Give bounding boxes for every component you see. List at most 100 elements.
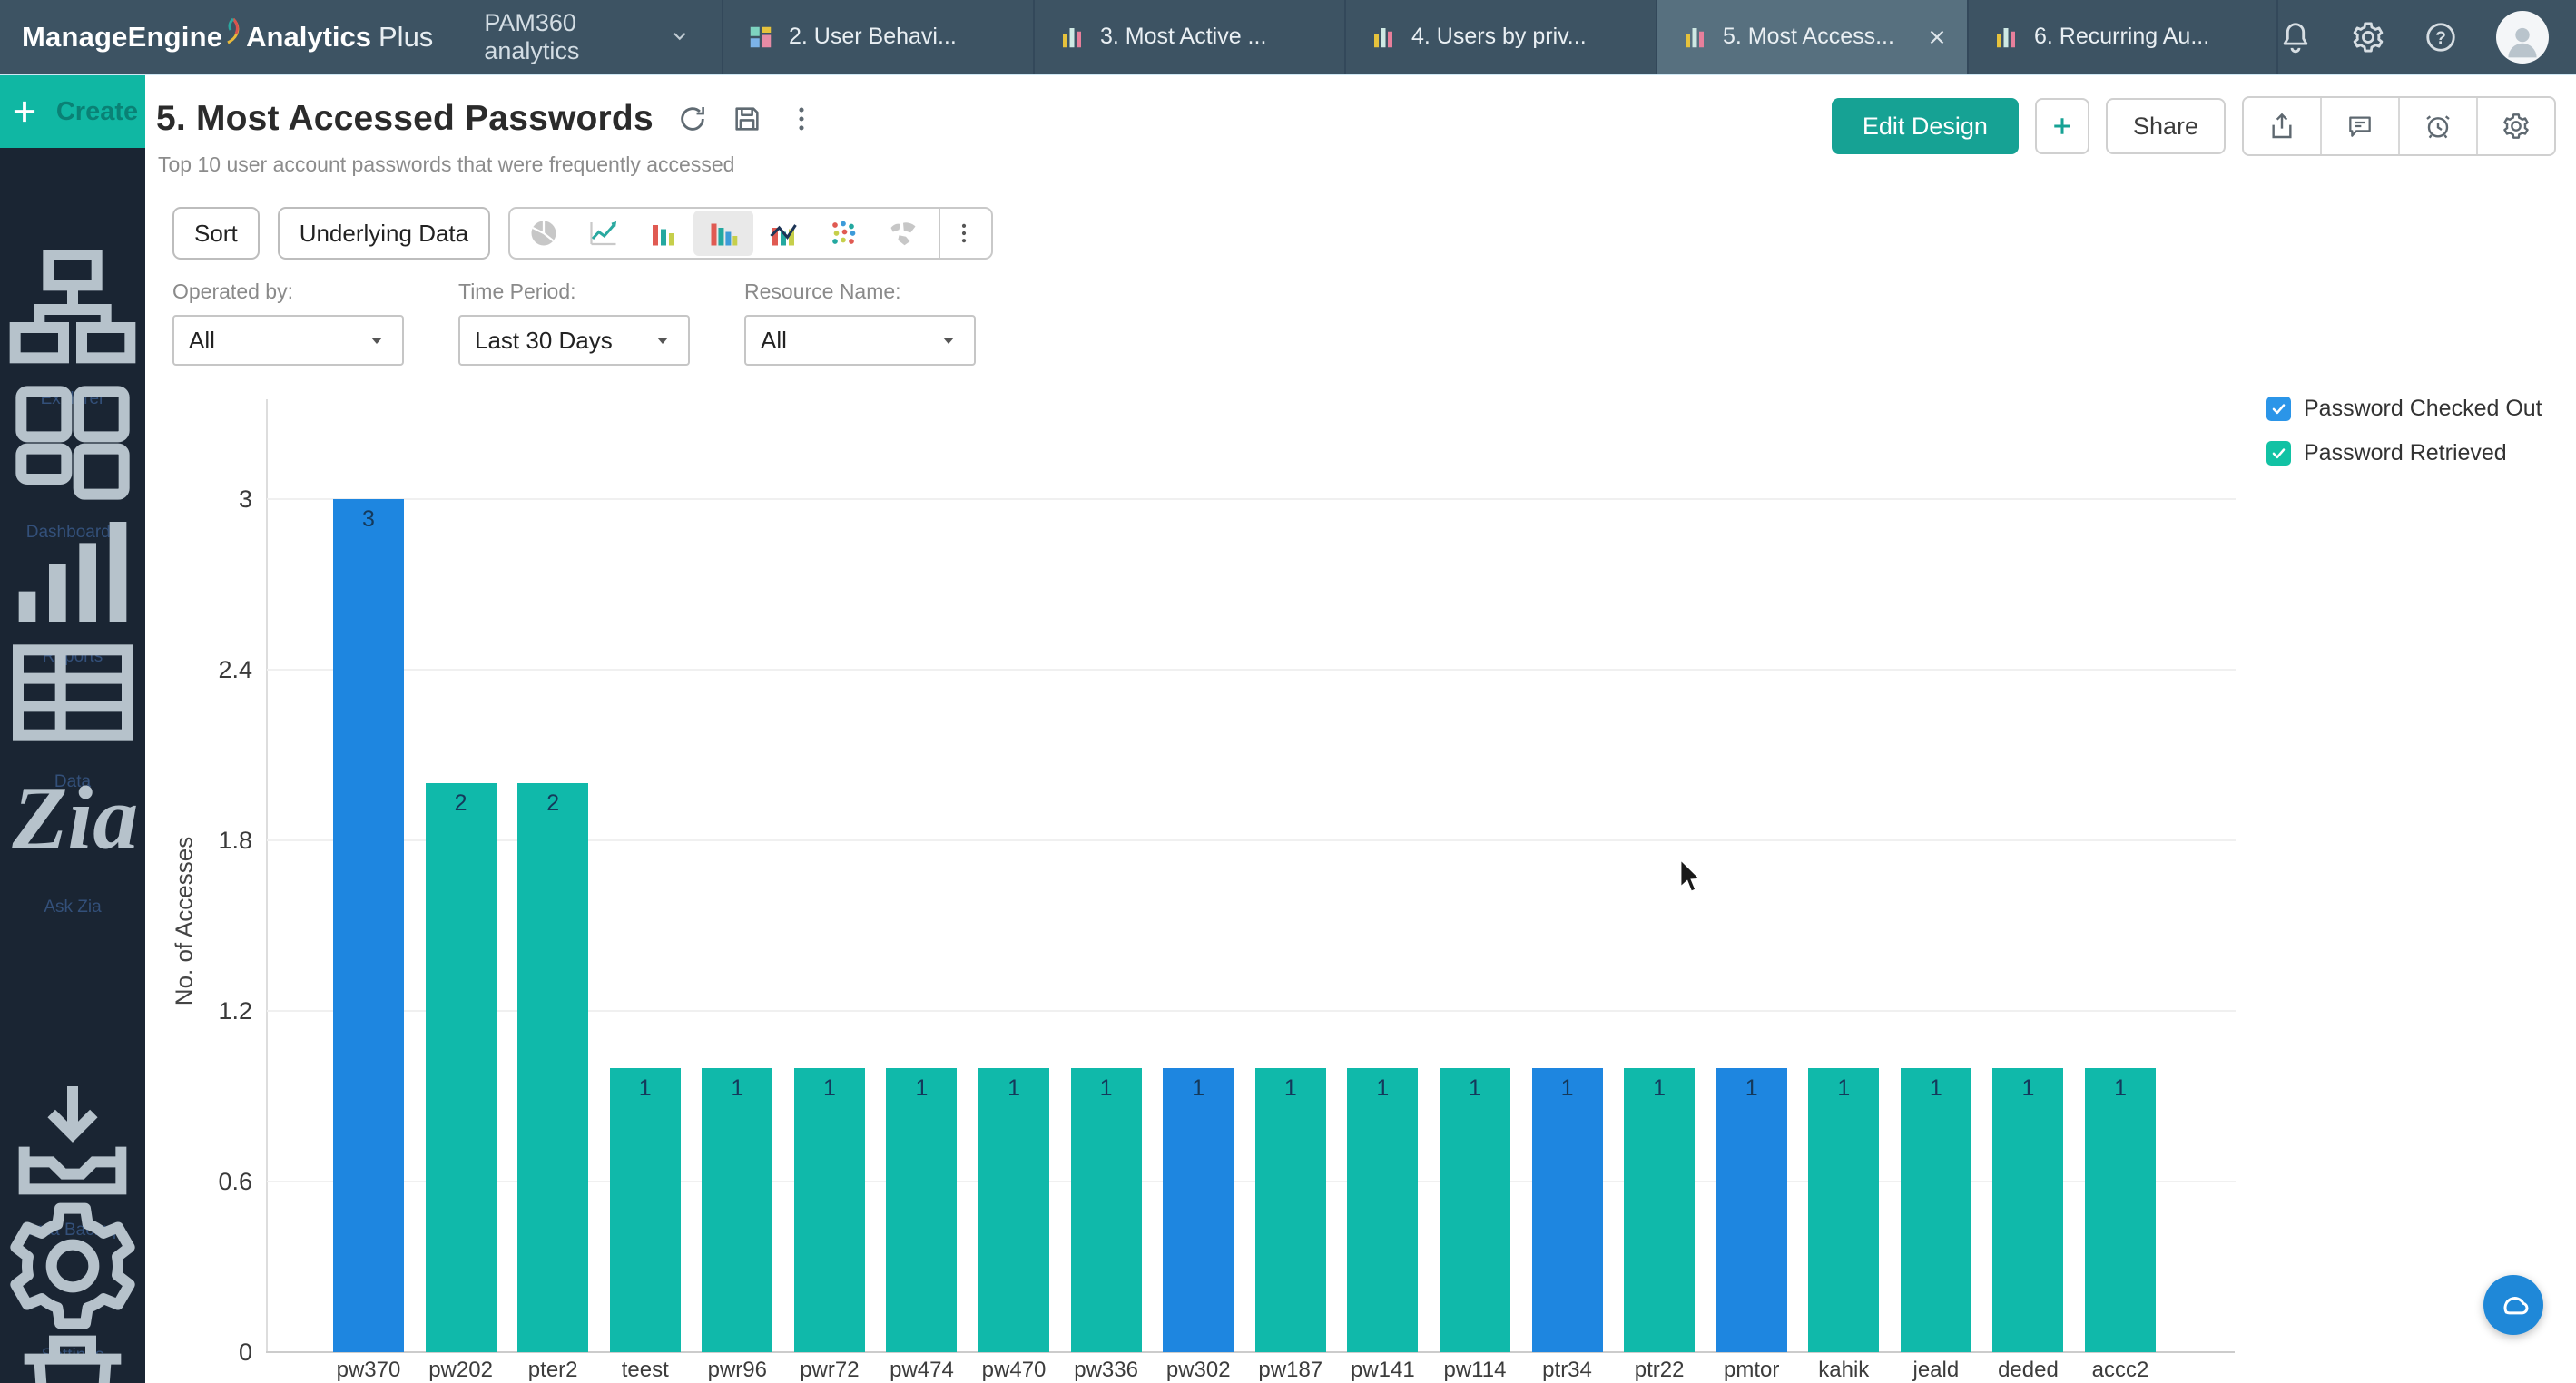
- logo-brand-text: ManageEngine: [22, 20, 223, 53]
- bar-pwr72[interactable]: 1: [793, 1067, 865, 1352]
- filter-dropdown[interactable]: Last 30 Days: [458, 315, 690, 366]
- report-tab-6[interactable]: 6. Recurring Au...: [1967, 0, 2278, 74]
- save-icon[interactable]: [732, 103, 762, 134]
- logo-product-light: Plus: [379, 20, 434, 53]
- bar-jeald[interactable]: 1: [1900, 1067, 1971, 1352]
- bar-value-label: 1: [1929, 1074, 1942, 1101]
- view-settings-button[interactable]: [2476, 98, 2554, 154]
- zia-icon: Zia: [0, 745, 145, 890]
- filter-time-period: Time Period: Last 30 Days: [458, 280, 690, 366]
- refresh-icon[interactable]: [677, 103, 708, 134]
- create-button[interactable]: Create: [0, 75, 145, 148]
- underlying-data-button[interactable]: Underlying Data: [277, 207, 491, 260]
- report-tab-2[interactable]: 2. User Behavi...: [722, 0, 1033, 74]
- sort-button[interactable]: Sort: [172, 207, 260, 260]
- filter-label: Resource Name:: [744, 280, 901, 303]
- bar-value-label: 1: [1745, 1074, 1758, 1101]
- more-options-kebab-icon[interactable]: [786, 103, 817, 134]
- stacked-bar-chart-icon: [707, 217, 740, 250]
- bar-pw141[interactable]: 1: [1347, 1067, 1419, 1352]
- bar-pw470[interactable]: 1: [978, 1067, 1050, 1352]
- chart-type-bar-chart[interactable]: [634, 211, 693, 256]
- x-axis-label-teest: teest: [621, 1358, 669, 1382]
- bar-chart-icon: [1681, 24, 1708, 51]
- sidebar-item-data[interactable]: Data: [0, 620, 145, 792]
- workspace-switcher[interactable]: PAM360 analytics: [484, 0, 691, 74]
- legend-checkbox[interactable]: [2266, 441, 2291, 466]
- bar-pmtor[interactable]: 1: [1716, 1067, 1787, 1352]
- report-tab-3[interactable]: 3. Most Active ...: [1033, 0, 1344, 74]
- bar-value-label: 2: [546, 790, 560, 817]
- bar-pw202[interactable]: 2: [425, 783, 497, 1352]
- x-axis-label-pw474: pw474: [890, 1358, 954, 1382]
- chart-type-switcher: [508, 207, 994, 260]
- chart-type-scatter-chart[interactable]: [813, 211, 873, 256]
- logo-product-bold: Analytics: [246, 20, 371, 53]
- bar-pw302[interactable]: 1: [1163, 1067, 1234, 1352]
- bar-kahik[interactable]: 1: [1808, 1067, 1880, 1352]
- bar-ptr34[interactable]: 1: [1531, 1067, 1603, 1352]
- legend-item-password-checked-out[interactable]: Password Checked Out: [2266, 396, 2542, 422]
- bar-pw474[interactable]: 1: [886, 1067, 958, 1352]
- chart-type-map-chart[interactable]: [873, 211, 933, 256]
- chart-type-pie-chart[interactable]: [514, 211, 574, 256]
- notifications-bell-icon[interactable]: [2278, 20, 2313, 54]
- sidebar-item-trash[interactable]: Trash: [0, 1317, 145, 1383]
- user-avatar[interactable]: [2496, 10, 2549, 64]
- bar-teest[interactable]: 1: [609, 1067, 681, 1352]
- legend-checkbox[interactable]: [2266, 397, 2291, 421]
- edit-design-button[interactable]: Edit Design: [1831, 98, 2019, 154]
- tab-label: 2. User Behavi...: [789, 24, 957, 49]
- report-tab-4[interactable]: 4. Users by priv...: [1344, 0, 1656, 74]
- logo-swoosh-icon: [224, 17, 244, 44]
- comment-button[interactable]: [2320, 98, 2398, 154]
- backup-icon: [0, 1068, 145, 1213]
- export-button[interactable]: [2244, 98, 2320, 154]
- chart-type-line-chart[interactable]: [574, 211, 634, 256]
- bar-value-label: 2: [454, 790, 467, 817]
- bar-pter2[interactable]: 2: [517, 783, 589, 1352]
- bar-value-label: 1: [1283, 1074, 1297, 1101]
- bar-deded[interactable]: 1: [1992, 1067, 2064, 1352]
- manageengine-logo: ManageEngine Analytics Plus: [0, 0, 433, 74]
- gridline: [267, 839, 2236, 841]
- bar-pw114[interactable]: 1: [1439, 1067, 1510, 1352]
- legend-label: Password Checked Out: [2304, 396, 2542, 421]
- chevron-down-icon: [669, 25, 691, 49]
- report-tools-group: [2242, 96, 2556, 156]
- report-title: 5. Most Accessed Passwords: [156, 99, 654, 138]
- admin-settings-gear-icon[interactable]: [2351, 20, 2385, 54]
- sidebar-item-ask-zia[interactable]: Zia Ask Zia: [0, 745, 145, 917]
- sidebar-item-explorer[interactable]: Explorer: [0, 237, 145, 409]
- sidebar-item-dashboards[interactable]: Dashboards: [0, 370, 145, 543]
- table-icon: [0, 620, 145, 765]
- bar-value-label: 1: [1653, 1074, 1667, 1101]
- help-icon[interactable]: ?: [2424, 20, 2458, 54]
- filter-dropdown[interactable]: All: [744, 315, 976, 366]
- filter-dropdown[interactable]: All: [172, 315, 404, 366]
- schedule-button[interactable]: [2398, 98, 2476, 154]
- close-tab-icon[interactable]: [1925, 25, 1949, 49]
- bar-pw336[interactable]: 1: [1070, 1067, 1142, 1352]
- chart-type-combo-chart[interactable]: [753, 211, 813, 256]
- x-axis-label-pmtor: pmtor: [1724, 1358, 1780, 1382]
- bar-accc2[interactable]: 1: [2085, 1067, 2157, 1352]
- bar-pw187[interactable]: 1: [1254, 1067, 1326, 1352]
- bar-pwr96[interactable]: 1: [702, 1067, 773, 1352]
- caret-down-icon: [938, 329, 959, 351]
- x-axis-label-pw141: pw141: [1351, 1358, 1415, 1382]
- bar-ptr22[interactable]: 1: [1624, 1067, 1696, 1352]
- more-chart-types-kebab-icon[interactable]: [940, 211, 988, 256]
- x-axis-label-accc2: accc2: [2091, 1358, 2149, 1382]
- chart-type-stacked-bar-chart[interactable]: [693, 211, 754, 256]
- x-axis-label-jeald: jeald: [1912, 1358, 1960, 1382]
- report-tab-5[interactable]: 5. Most Access...: [1656, 0, 1967, 74]
- chart-toolbar: Sort Underlying Data: [172, 207, 994, 260]
- bar-pw370[interactable]: 3: [333, 499, 404, 1352]
- zia-chat-fab[interactable]: [2483, 1275, 2543, 1335]
- add-new-button[interactable]: [2034, 98, 2089, 154]
- legend-item-password-retrieved[interactable]: Password Retrieved: [2266, 440, 2542, 466]
- share-button[interactable]: Share: [2105, 98, 2226, 154]
- sidebar-item-label: Dashboards: [25, 523, 120, 542]
